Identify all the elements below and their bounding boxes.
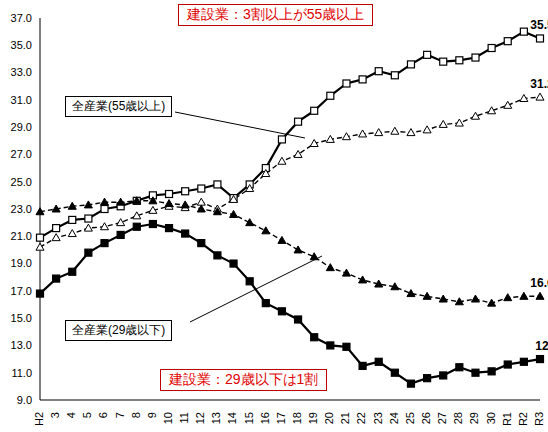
- svg-text:8: 8: [130, 412, 142, 418]
- svg-text:16.6: 16.6: [530, 276, 540, 290]
- svg-text:3: 3: [49, 412, 61, 418]
- svg-text:23: 23: [372, 412, 384, 424]
- svg-text:27.0: 27.0: [11, 148, 32, 160]
- svg-text:21.0: 21.0: [11, 230, 32, 242]
- svg-text:22: 22: [355, 412, 367, 424]
- svg-text:5: 5: [81, 412, 93, 418]
- svg-text:R1: R1: [501, 412, 513, 426]
- svg-text:R2: R2: [517, 412, 529, 426]
- svg-text:19.0: 19.0: [11, 257, 32, 269]
- svg-text:13: 13: [210, 412, 222, 424]
- svg-text:25.0: 25.0: [11, 176, 32, 188]
- svg-text:6: 6: [97, 412, 109, 418]
- svg-text:15.0: 15.0: [11, 312, 32, 324]
- svg-text:30: 30: [485, 412, 497, 424]
- svg-text:25: 25: [404, 412, 416, 424]
- html-text:建設業：29歳以下は1割: 建設業：29歳以下は1割: [169, 371, 319, 387]
- svg-text:15: 15: [243, 412, 255, 424]
- svg-text:24: 24: [388, 412, 400, 424]
- svg-text:17.0: 17.0: [11, 285, 32, 297]
- svg-text:7: 7: [114, 412, 126, 418]
- svg-text:10: 10: [162, 412, 174, 424]
- svg-text:17: 17: [275, 412, 287, 424]
- html-text:建設業：3割以上が55歳以上: 建設業：3割以上が55歳以上: [187, 6, 365, 22]
- svg-text:19: 19: [307, 412, 319, 424]
- svg-text:26: 26: [420, 412, 432, 424]
- html-text:全産業(55歳以上): 全産業(55歳以上): [72, 99, 166, 113]
- svg-text:33.0: 33.0: [11, 66, 32, 78]
- svg-text:4: 4: [65, 412, 77, 418]
- svg-text:11.0: 11.0: [11, 367, 32, 379]
- svg-text:31.0: 31.0: [11, 94, 32, 106]
- svg-text:16: 16: [259, 412, 271, 424]
- svg-text:37.0: 37.0: [11, 12, 32, 24]
- svg-text:29.0: 29.0: [11, 121, 32, 133]
- html-text:全産業(29歳以下): 全産業(29歳以下): [72, 323, 166, 337]
- svg-text:11: 11: [178, 412, 190, 423]
- svg-text:21: 21: [339, 412, 351, 424]
- svg-text:H2: H2: [33, 412, 45, 426]
- svg-text:18: 18: [291, 412, 303, 424]
- svg-text:12: 12: [194, 412, 206, 424]
- svg-text:35.0: 35.0: [11, 39, 32, 51]
- svg-text:14: 14: [226, 412, 238, 424]
- svg-text:31.2: 31.2: [530, 77, 540, 91]
- svg-text:23.0: 23.0: [11, 203, 32, 215]
- svg-text:12: 12: [535, 339, 540, 353]
- svg-text:9.0: 9.0: [17, 394, 32, 406]
- svg-text:R3: R3: [533, 412, 540, 426]
- svg-text:35.5: 35.5: [530, 18, 540, 32]
- svg-text:9: 9: [146, 412, 158, 418]
- svg-text:27: 27: [436, 412, 448, 424]
- svg-text:20: 20: [323, 412, 335, 424]
- svg-text:13.0: 13.0: [11, 339, 32, 351]
- svg-text:28: 28: [452, 412, 464, 424]
- svg-text:29: 29: [468, 412, 480, 424]
